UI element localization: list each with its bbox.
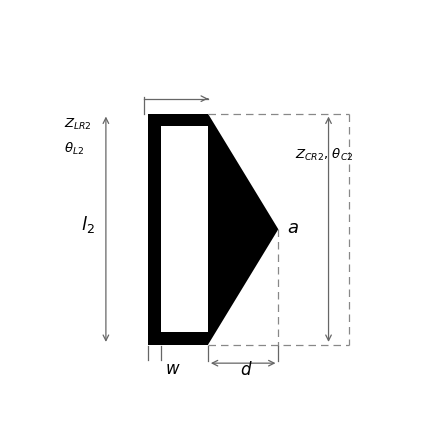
Text: $w$: $w$ — [165, 360, 181, 378]
Text: $Z_{LR2}$: $Z_{LR2}$ — [64, 117, 92, 132]
Text: $d$: $d$ — [240, 361, 253, 379]
Polygon shape — [148, 332, 208, 345]
Text: $Z_{CR2}$, $\theta_{C2}$: $Z_{CR2}$, $\theta_{C2}$ — [295, 147, 353, 163]
Polygon shape — [148, 114, 208, 127]
Text: $\theta_{L2}$: $\theta_{L2}$ — [64, 140, 84, 157]
Text: $a$: $a$ — [287, 218, 299, 237]
Polygon shape — [208, 114, 278, 345]
Polygon shape — [148, 114, 161, 345]
Text: $l_2$: $l_2$ — [81, 214, 94, 235]
